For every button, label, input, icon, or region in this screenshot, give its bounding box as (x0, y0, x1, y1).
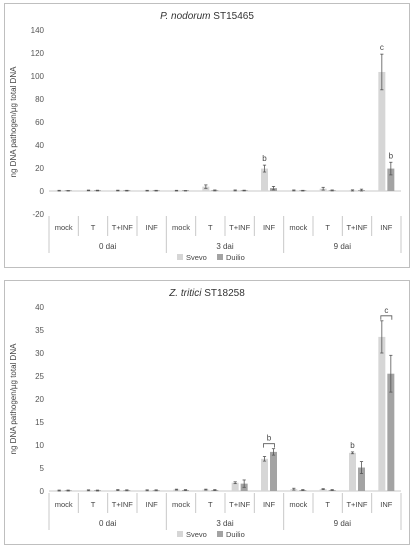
bar-svevo (261, 458, 268, 491)
significance-letter: b (350, 441, 355, 450)
chart-panel-z-tritici: Z. tritici ST18258 ng DNA pathogen/µg tot… (4, 280, 410, 545)
y-tick-label: 60 (35, 118, 44, 127)
legend-label: Duilio (226, 530, 245, 539)
y-tick-label: 0 (40, 187, 45, 196)
chart-p-nodorum: P. nodorum ST15465 ng DNA pathogen/µg tot… (9, 11, 402, 262)
x-category-label: T (208, 500, 213, 509)
x-category-label: INF (380, 223, 393, 232)
legend-label: Duilio (226, 253, 245, 262)
bar-svevo (378, 71, 386, 191)
y-tick-label: -20 (32, 210, 44, 219)
significance-letter: c (384, 306, 388, 315)
x-category-label: T+INF (346, 223, 367, 232)
bar-svevo (349, 452, 356, 491)
x-category-label: INF (146, 223, 159, 232)
y-tick-label: 100 (31, 72, 45, 81)
y-axis-label: ng DNA pathogen/µg total DNA (9, 343, 18, 455)
x-group-label: 9 dai (334, 519, 352, 528)
x-group-label: 9 dai (334, 242, 352, 251)
x-category-label: INF (146, 500, 159, 509)
y-tick-label: 25 (35, 372, 44, 381)
legend-label: Svevo (186, 253, 207, 262)
x-category-label: T+INF (229, 500, 250, 509)
bar-svevo (231, 482, 239, 491)
y-tick-label: 15 (35, 418, 44, 427)
chart-panel-p-nodorum: P. nodorum ST15465 ng DNA pathogen/µg tot… (4, 3, 410, 268)
x-category-label: INF (263, 223, 276, 232)
x-group-label: 0 dai (99, 519, 117, 528)
x-category-label: T (208, 223, 213, 232)
bar-duilio (270, 451, 277, 491)
x-category-label: T+INF (112, 223, 133, 232)
significance-letter: b (389, 151, 394, 160)
y-tick-label: 120 (31, 49, 45, 58)
x-category-label: INF (263, 500, 276, 509)
significance-bracket (263, 443, 275, 448)
legend-swatch-svevo (177, 254, 183, 260)
chart-title-strain: ST18258 (201, 288, 245, 299)
y-tick-label: 20 (35, 164, 44, 173)
x-category-label: mock (289, 500, 307, 509)
x-category-label: mock (172, 500, 190, 509)
chart-title: P. nodorum ST15465 (160, 11, 254, 22)
y-tick-label: 10 (35, 441, 44, 450)
y-tick-label: 40 (35, 141, 44, 150)
y-tick-label: 0 (40, 487, 45, 496)
legend-label: Svevo (186, 530, 207, 539)
x-group-label: 0 dai (99, 242, 117, 251)
y-tick-label: 30 (35, 349, 44, 358)
x-category-label: mock (172, 223, 190, 232)
chart-title-species: Z. tritici (168, 288, 202, 299)
bar-duilio (387, 168, 395, 191)
legend-swatch-duilio (217, 531, 223, 537)
x-category-label: T (325, 223, 330, 232)
x-category-label: T+INF (346, 500, 367, 509)
chart-z-tritici: Z. tritici ST18258 ng DNA pathogen/µg tot… (9, 288, 402, 539)
bar-svevo (261, 168, 268, 191)
x-group-label: 3 dai (216, 519, 234, 528)
x-category-label: T+INF (229, 223, 250, 232)
chart-title-strain: ST15465 (211, 11, 255, 22)
x-category-label: T (91, 223, 96, 232)
x-category-label: mock (55, 223, 73, 232)
x-category-label: T (91, 500, 96, 509)
x-category-label: T (325, 500, 330, 509)
legend-swatch-svevo (177, 531, 183, 537)
legend-swatch-duilio (217, 254, 223, 260)
x-category-label: INF (380, 500, 393, 509)
x-category-label: T+INF (112, 500, 133, 509)
chart-title: Z. tritici ST18258 (168, 288, 245, 299)
chart-title-species: P. nodorum (160, 11, 210, 22)
bar-svevo (378, 336, 386, 491)
y-tick-label: 35 (35, 326, 44, 335)
y-tick-label: 80 (35, 95, 44, 104)
bar-duilio (387, 373, 395, 491)
y-axis-label: ng DNA pathogen/µg total DNA (9, 66, 18, 178)
y-tick-label: 140 (31, 26, 45, 35)
bar-svevo (319, 489, 327, 491)
y-tick-label: 40 (35, 303, 44, 312)
x-group-label: 3 dai (216, 242, 234, 251)
x-category-label: mock (289, 223, 307, 232)
y-tick-label: 20 (35, 395, 44, 404)
y-tick-label: 5 (40, 464, 45, 473)
bar-duilio (358, 467, 365, 491)
x-category-label: mock (55, 500, 73, 509)
significance-letter: c (380, 43, 384, 52)
significance-letter: b (262, 154, 267, 163)
significance-bracket (380, 315, 393, 320)
significance-letter: b (267, 434, 272, 443)
bar-svevo (202, 186, 210, 191)
